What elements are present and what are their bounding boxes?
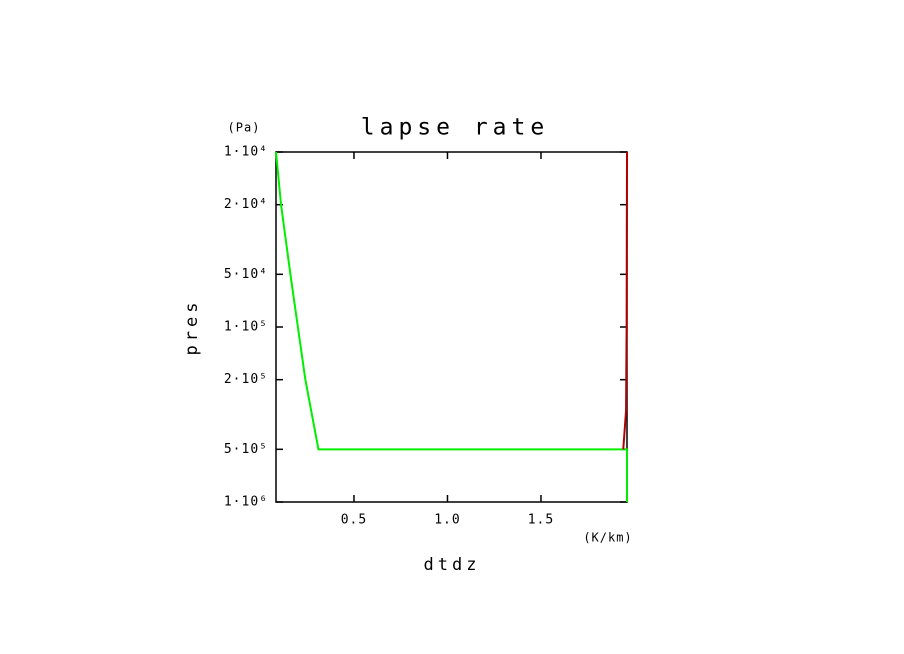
y-tick-label: 2·10⁴: [224, 197, 268, 212]
y-tick-label: 1·10⁶: [224, 495, 268, 510]
data-line: [622, 151, 628, 450]
y-tick-label: 5·10⁵: [224, 442, 268, 457]
y-tick-label: 2·10⁵: [224, 372, 268, 387]
y-tick-label: 5·10⁴: [224, 267, 268, 282]
data-line: [275, 151, 628, 502]
y-tick-label: 1·10⁴: [224, 145, 268, 160]
y-axis-label: pres: [182, 299, 202, 356]
x-unit: (K/km): [583, 531, 632, 545]
chart-title: lapse rate: [361, 115, 549, 141]
x-tick-label: 1.5: [528, 513, 554, 528]
x-tick-label: 1.0: [434, 513, 460, 528]
y-unit: (Pa): [228, 121, 261, 135]
x-axis-label: dtdz: [424, 555, 481, 575]
y-tick-label: 1·10⁵: [224, 320, 268, 335]
x-tick-label: 0.5: [341, 513, 367, 528]
